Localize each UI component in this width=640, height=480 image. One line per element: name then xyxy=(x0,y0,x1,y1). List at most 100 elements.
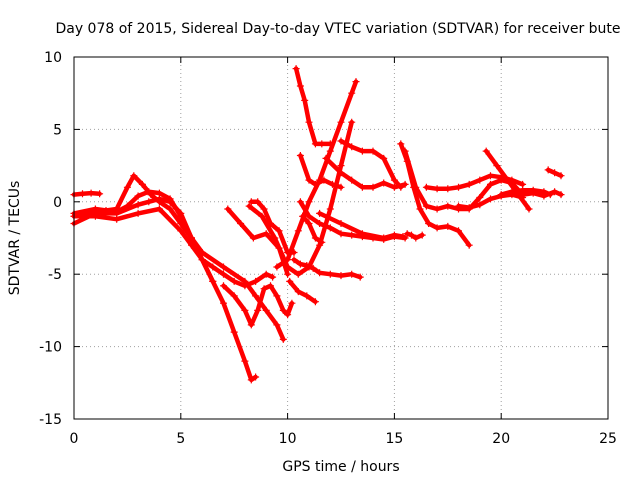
y-tick-label: -10 xyxy=(39,340,62,356)
data-point-marker xyxy=(348,143,356,151)
data-point-marker xyxy=(465,180,473,188)
series-arc-22 xyxy=(403,230,426,242)
data-point-marker xyxy=(299,212,307,220)
data-point-marker xyxy=(145,198,153,206)
data-point-marker xyxy=(198,256,206,264)
data-point-marker xyxy=(262,230,270,238)
y-axis-label: SDTVAR / TECUs xyxy=(7,181,23,296)
data-point-marker xyxy=(209,263,217,271)
series-line xyxy=(293,66,333,147)
series-arc-2 xyxy=(70,172,217,285)
series-arc-25 xyxy=(455,191,527,212)
data-point-marker xyxy=(399,233,407,241)
data-point-marker xyxy=(252,277,260,285)
data-point-marker xyxy=(337,169,345,177)
data-point-marker xyxy=(318,140,326,148)
data-point-marker xyxy=(487,180,494,188)
data-point-marker xyxy=(134,209,142,217)
data-point-marker xyxy=(337,162,345,170)
data-point-marker xyxy=(258,212,266,220)
series-arc-1 xyxy=(70,189,104,199)
data-point-marker xyxy=(138,180,146,188)
data-point-marker xyxy=(316,269,324,277)
data-point-marker xyxy=(418,231,426,239)
data-point-marker xyxy=(390,176,398,184)
data-point-marker xyxy=(390,231,398,239)
series-line xyxy=(298,199,408,242)
x-tick-label: 0 xyxy=(70,431,79,447)
data-point-marker xyxy=(91,205,99,213)
x-axis-label: GPS time / hours xyxy=(282,459,399,475)
data-point-marker xyxy=(305,212,313,220)
data-point-marker xyxy=(113,208,121,216)
series-arc-11 xyxy=(286,277,319,306)
series-arc-15 xyxy=(296,152,345,191)
data-point-marker xyxy=(294,227,302,235)
data-point-marker xyxy=(318,238,326,246)
data-point-marker xyxy=(504,176,512,184)
data-point-marker xyxy=(230,292,238,300)
data-point-marker xyxy=(322,154,330,162)
data-point-marker xyxy=(273,263,281,271)
data-point-marker xyxy=(476,201,484,209)
data-point-marker xyxy=(425,220,433,227)
data-point-marker xyxy=(337,220,345,227)
data-point-marker xyxy=(433,185,441,193)
data-point-marker xyxy=(444,185,452,193)
data-point-marker xyxy=(269,273,277,281)
data-point-marker xyxy=(348,118,356,126)
data-point-marker xyxy=(358,147,366,155)
data-point-marker xyxy=(296,152,304,159)
data-point-marker xyxy=(166,205,174,213)
series-arc-18 xyxy=(322,154,409,191)
data-point-marker xyxy=(279,306,287,314)
x-tick-label: 5 xyxy=(176,431,185,447)
series-arc-28 xyxy=(544,166,565,180)
data-point-marker xyxy=(397,140,405,148)
data-point-marker xyxy=(326,147,334,155)
data-point-marker xyxy=(369,183,377,191)
data-point-marker xyxy=(284,263,292,271)
series-arc-17 xyxy=(316,209,407,242)
data-point-marker xyxy=(352,78,360,86)
data-point-marker xyxy=(557,191,565,199)
data-point-marker xyxy=(286,277,294,285)
series-arc-14 xyxy=(299,212,326,246)
data-point-marker xyxy=(320,176,328,184)
series-arc-8 xyxy=(245,118,356,278)
data-point-marker xyxy=(188,241,195,249)
data-point-marker xyxy=(316,209,324,217)
grid xyxy=(74,57,608,419)
data-point-marker xyxy=(311,234,319,242)
data-point-marker xyxy=(230,277,238,285)
data-point-marker xyxy=(145,188,153,196)
data-point-marker xyxy=(254,306,262,314)
data-point-marker xyxy=(348,231,356,239)
data-point-marker xyxy=(241,357,249,365)
data-series xyxy=(70,65,565,384)
series-arc-3 xyxy=(70,195,260,384)
axis-ticks: 0 5 10 15 20 25 -15 -10 -5 0 5 10 xyxy=(39,50,617,447)
data-point-marker xyxy=(155,205,163,213)
data-point-marker xyxy=(220,270,227,278)
data-point-marker xyxy=(508,188,516,196)
data-point-marker xyxy=(91,212,99,220)
data-point-marker xyxy=(290,256,298,264)
data-point-marker xyxy=(155,189,163,197)
data-point-marker xyxy=(369,147,377,155)
data-point-marker xyxy=(311,298,319,306)
data-point-marker xyxy=(241,306,249,314)
data-point-marker xyxy=(79,190,86,198)
data-point-marker xyxy=(166,195,174,203)
data-point-marker xyxy=(433,224,441,232)
data-point-marker xyxy=(348,270,356,278)
data-point-marker xyxy=(311,180,319,188)
y-tick-label: -15 xyxy=(39,412,62,428)
data-point-marker xyxy=(412,183,420,191)
data-point-marker xyxy=(326,270,334,278)
x-tick-label: 15 xyxy=(385,431,403,447)
data-point-marker xyxy=(465,241,473,249)
data-point-marker xyxy=(284,256,292,264)
data-point-marker xyxy=(551,188,559,196)
